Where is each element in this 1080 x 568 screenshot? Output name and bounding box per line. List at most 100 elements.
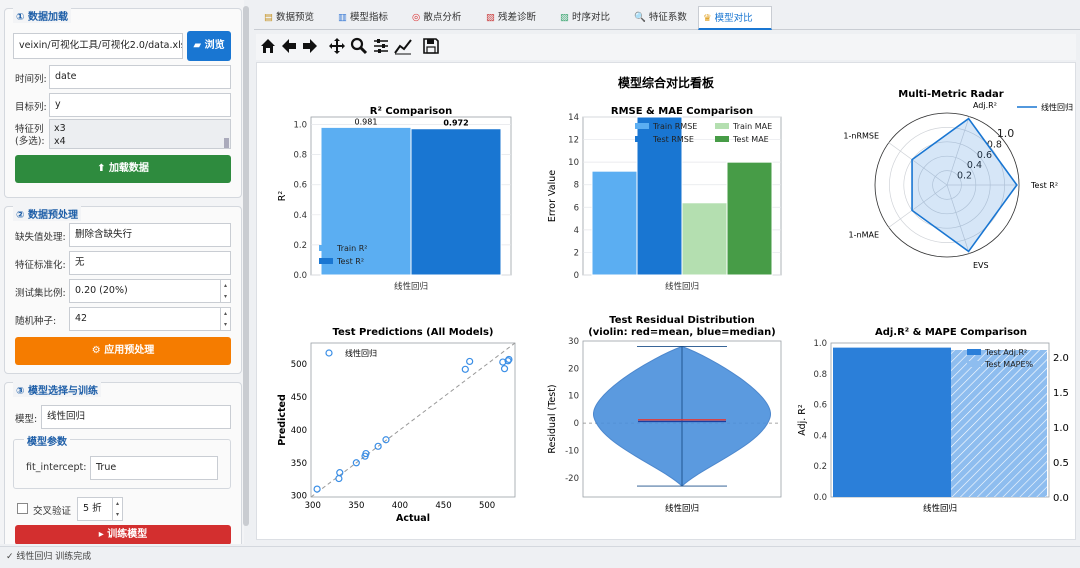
y-axis-label: Predicted [277,394,288,446]
scatter-point [313,485,321,493]
cv-checkbox[interactable] [17,503,28,514]
legend-label: Train MAE [732,122,772,131]
radar-tick-label: 0.4 [967,160,982,171]
y-tick-label: -20 [565,474,579,484]
chart-title: RMSE & MAE Comparison [611,106,753,117]
legend-label: Test MAE [732,135,769,144]
tab-bar: ▤ 数据预览 ▥ 模型指标 ◎ 散点分析 ▧ 残差诊断 ▨ 时序对比 🔍 特征系… [254,6,1080,30]
file-path-input[interactable]: veixin/可视化工具/可视化2.0/data.xlsx [13,33,183,59]
bar [833,347,951,497]
y-tick-label: 350 [291,459,307,469]
missing-select[interactable]: 删除含缺失行 [69,223,231,247]
status-bar: ✓ 线性回归 训练完成 [0,546,1080,568]
legend-label: 线性回归 [345,348,377,358]
forward-icon[interactable] [301,37,319,55]
chart-title: R² Comparison [370,106,452,117]
model-group: ③ 模型选择与训练 模型: 线性回归 模型参数 fit_intercept: T… [4,382,242,544]
y-tick-label: 300 [291,492,307,502]
radar-series [911,117,1018,253]
chart-down-icon: ▧ [486,12,495,23]
scale-select[interactable]: 无 [69,251,231,275]
tab-model-compare[interactable]: ♛ 模型对比 [698,6,772,30]
scatter-point [504,357,512,365]
dashboard-figure: 模型综合对比看板 R² Comparison0.00.20.40.60.81.0… [277,75,1073,524]
legend-swatch [715,123,729,129]
legend-label: Train RMSE [652,122,697,131]
radar-tick-label: 0.6 [977,150,992,161]
cv-stepper-icon[interactable]: ▴ ▾ [112,498,122,520]
y-tick-label: 0.2 [293,241,307,251]
residual-violin: Test Residual Distribution(violin: red=m… [547,315,782,514]
figure-canvas[interactable]: 模型综合对比看板 R² Comparison 0.0 0.2 0.4 0.6 0.8 1.0… [256,62,1076,540]
radar-spoke [888,142,948,186]
legend-label: Test RMSE [652,135,694,144]
model-title: ③ 模型选择与训练 [13,382,101,397]
x-tick-label: 500 [479,501,495,511]
param-fit-intercept-input[interactable]: True [90,456,218,480]
seed-spinbox[interactable]: 42 [69,307,231,331]
test-ratio-spinbox[interactable]: 0.20 (20%) [69,279,231,303]
chart-title: Adj.R² & MAPE Comparison [875,327,1027,338]
left-scrollbar[interactable] [243,6,249,526]
radar-spoke [888,184,948,228]
model-select[interactable]: 线性回归 [41,405,231,429]
x-tick-label: 450 [435,501,451,511]
y-tick-label: 0.4 [293,211,307,221]
y-tick-label: 1.0 [813,339,827,349]
time-col-select[interactable]: date [49,65,231,89]
target-col-select[interactable]: y [49,93,231,117]
zoom-icon[interactable] [350,37,368,55]
bar [410,128,502,276]
legend-label: 线性回归 [1041,102,1073,112]
legend-marker [325,349,333,357]
cv-folds-spinbox[interactable]: 5 折 [77,497,123,521]
save-icon[interactable] [422,37,440,55]
home-icon[interactable] [259,37,277,55]
lines-icon[interactable] [394,37,412,55]
dashboard-title: 模型综合对比看板 [618,75,715,90]
y-tick-label: 14 [568,113,579,123]
list-item[interactable]: x4 [54,136,66,147]
pan-icon[interactable] [328,37,346,55]
train-model-button[interactable]: ▸ 训练模型 [15,525,231,544]
model-label: 模型: [15,414,38,425]
upload-icon: ⬆ [97,163,106,174]
y-tick-label: 20 [568,364,579,374]
y-tick-label: 12 [568,136,579,146]
y-tick-label: 400 [291,426,307,436]
configure-icon[interactable] [372,37,390,55]
tab-model-metrics[interactable]: ▥ 模型指标 [338,12,389,23]
feature-col-list[interactable]: x3 x4 [49,119,231,149]
y-axis-label: R² [277,191,288,202]
bar [726,161,773,276]
plot-toolbar [256,34,1076,60]
y-tick-label: 0.8 [293,151,307,161]
trophy-icon: ♛ [703,13,712,24]
browse-button[interactable]: ▰ 浏览 [187,31,231,61]
target-icon: ◎ [412,12,421,23]
identity-line [310,342,516,498]
load-data-button[interactable]: ⬆ 加载数据 [15,155,231,183]
apply-preprocess-button[interactable]: ⚙ 应用预处理 [15,337,231,365]
legend-label: Test R² [336,257,364,266]
tab-scatter[interactable]: ◎ 散点分析 [412,12,462,23]
back-icon[interactable] [280,37,298,55]
tab-coefficients[interactable]: 🔍 特征系数 [634,12,687,23]
legend-swatch [715,136,729,142]
y-tick-label: 0.4 [813,431,827,441]
x-tick-label: 线性回归 [665,503,699,514]
tab-residual[interactable]: ▧ 残差诊断 [486,12,537,23]
radar-axis-label: Test R² [1030,181,1058,190]
scatter-point [352,459,360,467]
radar-axis-label: 1-nMAE [849,230,879,239]
list-scrollbar[interactable] [224,138,229,148]
y2-tick-label: 0.0 [1053,493,1069,504]
tab-timeseries[interactable]: ▨ 时序对比 [560,12,611,23]
seed-stepper-icon[interactable]: ▴ ▾ [220,308,230,330]
test-ratio-stepper-icon[interactable]: ▴ ▾ [220,280,230,302]
y-tick-label: 0.8 [813,370,827,380]
list-item[interactable]: x3 [54,123,66,134]
y-tick-label: -10 [565,446,579,456]
target-col-label: 目标列: [15,102,47,113]
tab-data-preview[interactable]: ▤ 数据预览 [264,12,315,23]
